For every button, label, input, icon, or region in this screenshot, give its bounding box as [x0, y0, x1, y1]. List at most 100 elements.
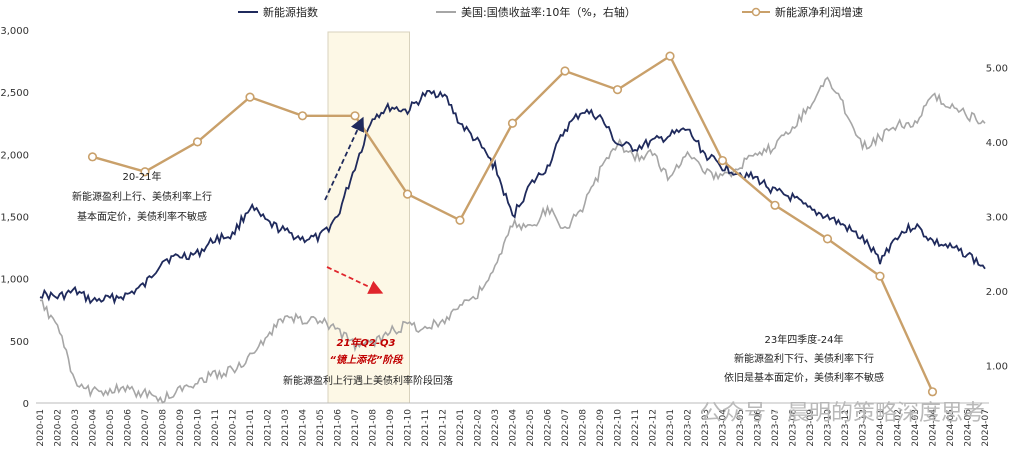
annotation-right-line-3: 依旧是基本面定价，美债利率不敏感: [724, 371, 884, 384]
x-tick-label: 2020-08: [159, 409, 169, 447]
y-left-tick-label: 2,000: [0, 150, 29, 161]
watermark: 公众号 · 晨明的策略深度思考: [700, 401, 985, 426]
x-tick-label: 2021-09: [386, 409, 396, 447]
profit-point: [560, 66, 570, 76]
x-tick-label: 2020-12: [229, 409, 239, 447]
x-axis: 2020-01 2020-02 2020-03 2020-04 2020-05 2020-…: [36, 409, 991, 447]
legend-marker-nev-profit: [751, 7, 761, 17]
y-left-tick-label: 0: [23, 399, 29, 410]
x-tick-label: 2021-12: [439, 409, 449, 447]
profit-point: [245, 92, 255, 102]
x-tick-label: 2024-03: [911, 409, 921, 447]
x-tick-label: 2023-03: [701, 409, 711, 447]
profit-point: [192, 137, 203, 147]
x-tick-label: 2023-07: [771, 409, 781, 447]
x-tick-label: 2024-05: [946, 409, 956, 447]
annotation-left: 20-21年 新能源盈利上行、美债利率上行 基本面定价，美债利率不敏感: [72, 170, 212, 223]
x-tick-label: 2023-06: [754, 409, 764, 447]
profit-point: [402, 189, 413, 199]
legend-label-us-10y: 美国:国债收益率:10年（%，右轴）: [461, 5, 636, 19]
x-tick-label: 2020-02: [54, 409, 64, 447]
x-tick-label: 2021-07: [351, 409, 361, 447]
profit-point: [140, 167, 150, 177]
x-tick-label: 2020-06: [124, 409, 134, 447]
x-tick-label: 2021-11: [421, 409, 431, 447]
y-axis-right: 1.00 2.00 3.00 4.00 5.00: [986, 63, 1008, 372]
x-tick-label: 2023-09: [806, 409, 816, 447]
x-tick-label: 2021-05: [316, 409, 326, 447]
x-tick-label: 2024-02: [894, 409, 904, 447]
x-tick-label: 2024-07: [981, 409, 991, 447]
x-tick-label: 2022-07: [561, 409, 571, 447]
profit-point: [717, 155, 728, 166]
profit-point: [507, 118, 518, 128]
x-tick-label: 2022-12: [649, 409, 659, 447]
x-tick-label: 2022-04: [509, 409, 519, 447]
x-tick-label: 2022-02: [474, 409, 484, 447]
annotation-highlight-desc: 新能源盈利上行遇上美债利率阶段回落: [283, 374, 453, 387]
x-tick-label: 2023-02: [684, 409, 694, 447]
profit-point: [770, 200, 780, 210]
annotation-left-line-1: 20-21年: [122, 170, 161, 183]
x-tick-label: 2021-04: [299, 409, 309, 447]
x-tick-label: 2024-04: [929, 409, 939, 447]
x-tick-label: 2020-09: [176, 409, 186, 447]
y-axis-left: 0 500 1,000 1,500 2,000 2,500 3,000: [0, 26, 29, 410]
annotation-left-line-3: 基本面定价，美债利率不敏感: [77, 210, 207, 223]
x-tick-label: 2022-11: [631, 409, 641, 447]
x-tick-label: 2021-08: [369, 409, 379, 447]
x-tick-label: 2022-06: [544, 409, 554, 447]
legend: 新能源指数 美国:国债收益率:10年（%，右轴） 新能源净利润增速: [238, 5, 863, 19]
y-left-tick-label: 1,000: [0, 275, 29, 286]
profit-point: [350, 111, 360, 121]
y-right-tick-label: 4.00: [986, 138, 1008, 149]
y-right-tick-label: 3.00: [986, 213, 1008, 224]
profit-point: [455, 215, 465, 225]
x-tick-label: 2023-04: [719, 409, 729, 447]
y-left-tick-label: 500: [10, 337, 29, 348]
x-tick-label: 2021-06: [334, 409, 344, 447]
y-left-tick-label: 2,500: [0, 88, 29, 99]
x-tick-label: 2020-03: [71, 409, 81, 447]
x-tick-label: 2020-05: [106, 409, 116, 447]
x-tick-label: 2023-12: [859, 409, 869, 447]
annotation-highlight-title: 21年Q2-Q3: [337, 337, 396, 349]
legend-label-nev-profit: 新能源净利润增速: [775, 5, 863, 19]
annotation-right-line-2: 新能源盈利下行、美债利率下行: [734, 352, 874, 365]
x-tick-label: 2020-01: [36, 409, 46, 447]
x-tick-label: 2020-11: [211, 409, 221, 447]
x-tick-label: 2021-10: [404, 409, 414, 447]
x-tick-label: 2023-01: [666, 409, 676, 447]
x-tick-label: 2022-10: [614, 409, 624, 447]
x-tick-label: 2021-03: [281, 409, 291, 447]
annotation-right-line-1: 23年四季度-24年: [764, 333, 843, 346]
x-tick-label: 2022-03: [491, 409, 501, 447]
x-tick-label: 2024-01: [876, 409, 886, 447]
x-tick-label: 2022-08: [579, 409, 589, 447]
x-tick-label: 2021-02: [264, 409, 274, 447]
annotation-right: 23年四季度-24年 新能源盈利下行、美债利率下行 依旧是基本面定价，美债利率不…: [724, 333, 884, 384]
x-tick-label: 2020-07: [141, 409, 151, 447]
profit-point: [927, 387, 938, 397]
x-tick-label: 2023-10: [824, 409, 834, 447]
x-tick-label: 2022-09: [596, 409, 606, 447]
x-tick-label: 2023-05: [736, 409, 746, 447]
x-tick-label: 2021-01: [246, 409, 256, 447]
y-left-tick-label: 3,000: [0, 26, 29, 37]
annotation-highlight-subtitle: “镜上添花”阶段: [330, 354, 405, 366]
profit-point: [875, 271, 885, 281]
red-down-arrow: [326, 266, 384, 294]
x-tick-label: 2023-08: [789, 409, 799, 447]
legend-label-nev-index: 新能源指数: [263, 5, 318, 19]
annotation-left-line-2: 新能源盈利上行、美债利率上行: [72, 190, 212, 203]
profit-point: [297, 111, 308, 121]
series-nev-profit-markers: [87, 51, 938, 397]
series-nev-index-line: [39, 89, 986, 306]
profit-point: [612, 85, 623, 95]
x-tick-label: 2022-01: [456, 409, 466, 447]
y-left-tick-label: 1,500: [0, 213, 29, 224]
annotation-highlight: 21年Q2-Q3 “镜上添花”阶段 新能源盈利上行遇上美债利率阶段回落: [283, 337, 453, 387]
y-right-tick-label: 2.00: [986, 287, 1008, 298]
x-tick-label: 2023-11: [841, 409, 851, 447]
x-tick-label: 2022-05: [526, 409, 536, 447]
